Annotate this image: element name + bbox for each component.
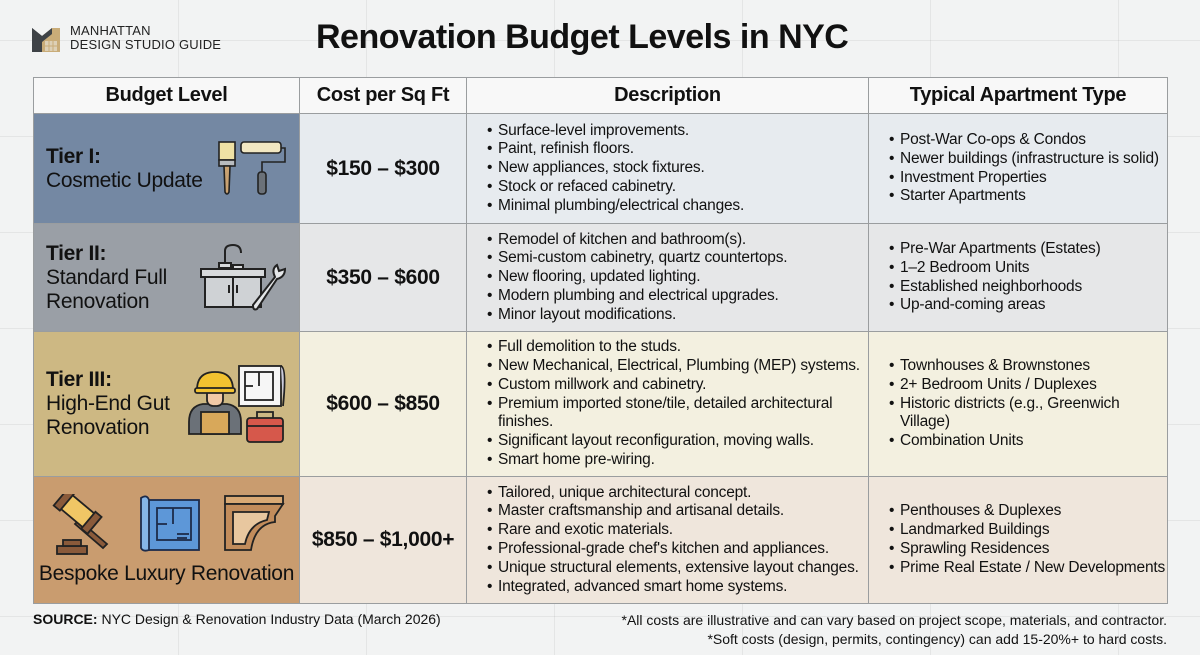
type-item: Penthouses & Duplexes: [889, 502, 1167, 521]
tier-name: Cosmetic Update: [46, 168, 203, 192]
blueprint-icon: [139, 495, 200, 552]
type-item: 2+ Bedroom Units / Duplexes: [889, 376, 1167, 395]
description-item: Significant layout reconfiguration, movi…: [487, 432, 868, 451]
tier-name-line1: High-End Gut: [46, 392, 170, 415]
construction-worker-blueprint-toolbox-icon: [188, 365, 286, 443]
apartment-type-cell: Townhouses & Brownstones 2+ Bedroom Unit…: [868, 331, 1168, 477]
tier-label: Tier III:: [46, 368, 112, 391]
description-item: Paint, refinish floors.: [487, 140, 868, 159]
source-label: SOURCE:: [33, 611, 98, 627]
description-item: Integrated, advanced smart home systems.: [487, 578, 868, 597]
cost-cell: $350 – $600: [299, 223, 467, 332]
building-logo-icon: [32, 28, 60, 52]
tier-label: Tier II:: [46, 241, 107, 265]
description-item: New flooring, updated lighting.: [487, 268, 868, 287]
table-row: Bespoke Luxury Renovation $850 – $1,000+…: [33, 476, 1168, 604]
description-item: New appliances, stock fixtures.: [487, 159, 868, 178]
description-item: Remodel of kitchen and bathroom(s).: [487, 231, 868, 250]
apartment-type-cell: Pre-War Apartments (Estates) 1–2 Bedroom…: [868, 223, 1168, 332]
description-item: Custom millwork and cabinetry.: [487, 376, 868, 395]
gavel-icon: [51, 494, 108, 555]
type-item: Townhouses & Brownstones: [889, 357, 1167, 376]
description-cell: Surface-level improvements. Paint, refin…: [466, 113, 869, 224]
apartment-type-cell: Post-War Co-ops & Condos Newer buildings…: [868, 113, 1168, 224]
type-item: Established neighborhoods: [889, 278, 1167, 297]
type-item: Prime Real Estate / New Developments: [889, 559, 1167, 578]
header-budget-level: Budget Level: [33, 77, 300, 114]
footnotes: *All costs are illustrative and can vary…: [622, 611, 1168, 649]
type-item: Up-and-coming areas: [889, 296, 1167, 315]
budget-level-cell: Tier I: Cosmetic Update: [33, 113, 300, 224]
type-item: Newer buildings (infrastructure is solid…: [889, 150, 1167, 169]
type-item: Combination Units: [889, 432, 1167, 451]
description-item: Rare and exotic materials.: [487, 521, 868, 540]
table-header-row: Budget Level Cost per Sq Ft Description …: [33, 77, 1168, 114]
table-row: Tier II: Standard Full Renovation: [33, 223, 1168, 332]
description-item: Modern plumbing and electrical upgrades.: [487, 287, 868, 306]
cost-cell: $600 – $850: [299, 331, 467, 477]
budget-level-cell: Tier II: Standard Full Renovation: [33, 223, 300, 332]
description-cell: Tailored, unique architectural concept. …: [466, 476, 869, 604]
tier-name: Bespoke Luxury Renovation: [38, 562, 295, 585]
type-item: Historic districts (e.g., Greenwich Vill…: [889, 395, 1167, 433]
tier-name-line1: Standard Full: [46, 265, 168, 289]
footnote-soft-costs: *Soft costs (design, permits, contingenc…: [707, 631, 1167, 647]
type-item: Pre-War Apartments (Estates): [889, 240, 1167, 259]
description-item: Unique structural elements, extensive la…: [487, 559, 868, 578]
description-item: Premium imported stone/tile, detailed ar…: [487, 395, 868, 433]
sink-wrench-icon: [200, 243, 287, 310]
description-item: Full demolition to the studs.: [487, 338, 868, 357]
tier-label: Tier I:: [46, 144, 101, 168]
description-item: Professional-grade chef's kitchen and ap…: [487, 540, 868, 559]
brand-logo: MANHATTAN DESIGN STUDIO GUIDE: [32, 24, 221, 52]
description-item: Surface-level improvements.: [487, 122, 868, 141]
brand-line2: DESIGN STUDIO GUIDE: [70, 37, 222, 52]
header-cost: Cost per Sq Ft: [299, 77, 467, 114]
description-item: Minor layout modifications.: [487, 306, 868, 325]
budget-level-cell: Bespoke Luxury Renovation: [33, 476, 300, 604]
table-row: Tier I: Cosmetic Update: [33, 113, 1168, 224]
description-item: Tailored, unique architectural concept.: [487, 484, 868, 503]
tier-name-line2: Renovation: [46, 289, 150, 313]
type-item: Investment Properties: [889, 169, 1167, 188]
description-item: Semi-custom cabinetry, quartz countertop…: [487, 249, 868, 268]
cost-cell: $850 – $1,000+: [299, 476, 467, 604]
type-item: 1–2 Bedroom Units: [889, 259, 1167, 278]
description-item: Smart home pre-wiring.: [487, 451, 868, 470]
budget-table: Budget Level Cost per Sq Ft Description …: [33, 77, 1168, 604]
description-item: Minimal plumbing/electrical changes.: [487, 197, 868, 216]
description-cell: Remodel of kitchen and bathroom(s). Semi…: [466, 223, 869, 332]
crown-molding-icon: [223, 495, 285, 551]
brand-line1: MANHATTAN: [70, 23, 151, 38]
source-note: SOURCE: NYC Design & Renovation Industry…: [33, 611, 441, 627]
type-item: Landmarked Buildings: [889, 521, 1167, 540]
header-description: Description: [466, 77, 869, 114]
header-apartment-type: Typical Apartment Type: [868, 77, 1168, 114]
page-title: Renovation Budget Levels in NYC: [316, 18, 849, 56]
type-item: Sprawling Residences: [889, 540, 1167, 559]
description-item: Master craftsmanship and artisanal detai…: [487, 502, 868, 521]
description-cell: Full demolition to the studs. New Mechan…: [466, 331, 869, 477]
paintbrush-roller-icon: [218, 140, 286, 195]
type-item: Post-War Co-ops & Condos: [889, 131, 1167, 150]
description-item: Stock or refaced cabinetry.: [487, 178, 868, 197]
table-row: Tier III: High-End Gut Renovation: [33, 331, 1168, 477]
cost-cell: $150 – $300: [299, 113, 467, 224]
type-item: Starter Apartments: [889, 187, 1167, 206]
apartment-type-cell: Penthouses & Duplexes Landmarked Buildin…: [868, 476, 1168, 604]
budget-level-cell: Tier III: High-End Gut Renovation: [33, 331, 300, 477]
source-text: NYC Design & Renovation Industry Data (M…: [97, 611, 441, 627]
footnote-costs: *All costs are illustrative and can vary…: [621, 612, 1168, 628]
description-item: New Mechanical, Electrical, Plumbing (ME…: [487, 357, 868, 376]
tier-name-line2: Renovation: [46, 416, 150, 439]
